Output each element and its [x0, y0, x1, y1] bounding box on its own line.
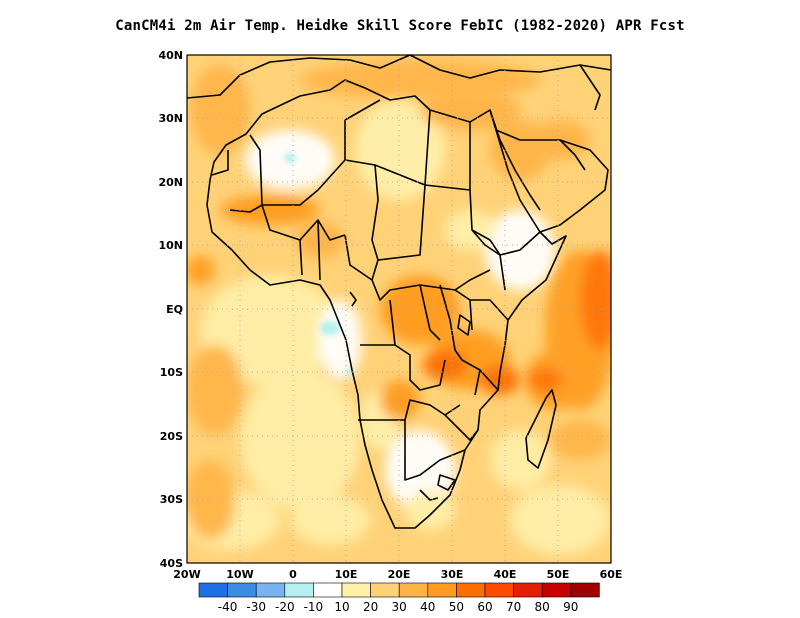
score-field: [187, 55, 611, 563]
lat-label: 20N: [158, 176, 183, 189]
colorbar-swatch: [313, 582, 343, 598]
page-title: CanCM4i 2m Air Temp. Heidke Skill Score …: [115, 18, 685, 34]
colorbar-label: 50: [449, 600, 464, 614]
madagascar-coastline: [525, 389, 557, 469]
colorbar-label: -30: [246, 600, 266, 614]
colorbar-swatch: [570, 582, 600, 598]
lon-label: 50E: [547, 568, 570, 581]
colorbar-swatch: [227, 582, 257, 598]
colorbar-swatch: [198, 582, 228, 598]
lat-label: 30S: [160, 493, 183, 506]
persian-gulf: [559, 139, 586, 171]
red-sea: [489, 109, 541, 211]
colorbar-swatch: [427, 582, 457, 598]
colorbar: -40 -30 -20 -10 10 20 30 40 50 60 70 80 90: [198, 582, 600, 614]
lon-label: 60E: [600, 568, 623, 581]
colorbar-label: 40: [420, 600, 435, 614]
colorbar-label: -10: [304, 600, 324, 614]
lon-axis: 20W 10W 0 10E 20E 30E 40E 50E 60E: [173, 568, 622, 581]
lat-label: 10N: [158, 239, 183, 252]
lon-label: 10W: [226, 568, 253, 581]
lat-label: 30N: [158, 112, 183, 125]
lon-label: 0: [289, 568, 297, 581]
caspian: [579, 64, 601, 111]
colorbar-swatch: [484, 582, 514, 598]
coastlines-borders: [186, 54, 612, 529]
colorbar-label: 10: [334, 600, 349, 614]
map-frame: [186, 54, 612, 564]
colorbar-label: 90: [563, 600, 578, 614]
colorbar-swatch: [370, 582, 400, 598]
arabia-coastline: [495, 129, 609, 233]
colorbar-label: 80: [535, 600, 550, 614]
mediterranean-north: [186, 54, 612, 99]
lat-label: EQ: [166, 303, 183, 316]
colorbar-swatch: [541, 582, 572, 598]
colorbar-swatch: [456, 582, 486, 598]
lat-label: 10S: [160, 366, 183, 379]
grid-lines: [187, 55, 611, 563]
colorbar-swatch: [341, 582, 371, 598]
lat-label: 40N: [158, 49, 183, 62]
colorbar-swatch: [513, 582, 543, 598]
colorbar-label: 60: [477, 600, 492, 614]
lon-label: 30E: [441, 568, 464, 581]
lon-label: 40E: [494, 568, 517, 581]
colorbar-label: 30: [392, 600, 407, 614]
colorbar-swatch: [255, 582, 286, 598]
lat-label: 40S: [160, 557, 183, 570]
colorbar-label: -20: [275, 600, 295, 614]
colorbar-label: 20: [363, 600, 378, 614]
lat-label: 20S: [160, 430, 183, 443]
lon-label: 10E: [335, 568, 358, 581]
colorbar-label: -40: [218, 600, 238, 614]
colorbar-label: 70: [506, 600, 521, 614]
colorbar-swatch: [398, 582, 429, 598]
lon-label: 20E: [388, 568, 411, 581]
lon-label: 20W: [173, 568, 200, 581]
lat-axis: 40N 30N 20N 10N EQ 10S 20S 30S 40S: [158, 49, 183, 570]
colorbar-swatch: [284, 582, 314, 598]
